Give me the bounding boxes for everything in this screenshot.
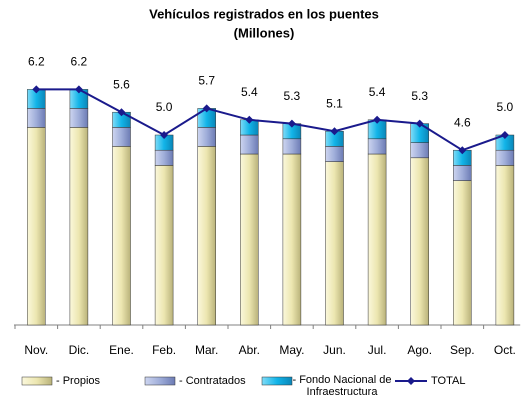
bar-segment	[240, 134, 259, 155]
x-tick-label: Abr.	[239, 343, 260, 357]
bar-segment	[112, 146, 131, 326]
bar-segment	[453, 180, 472, 326]
total-marker	[287, 119, 296, 128]
total-marker	[32, 85, 41, 94]
chart-subtitle: (Millones)	[234, 25, 295, 40]
data-label: 5.4	[241, 85, 258, 99]
total-marker	[202, 104, 211, 113]
total-marker	[500, 131, 509, 139]
total-marker	[74, 85, 83, 94]
total-marker	[415, 119, 424, 128]
legend-label-box: - Fondo Nacional de Infraestructura	[292, 374, 392, 398]
bar-segment	[69, 108, 89, 128]
legend-swatch	[144, 376, 176, 386]
x-tick-label: Nov.	[24, 343, 48, 357]
x-tick-label: Feb.	[152, 343, 176, 357]
data-label: 6.2	[28, 55, 45, 69]
total-marker	[245, 115, 254, 124]
total-marker	[458, 146, 467, 155]
bar-segment	[325, 161, 344, 326]
bar-segment	[282, 153, 302, 326]
bar-segment	[240, 153, 259, 326]
data-label: 5.0	[497, 100, 514, 114]
x-tick-label: Ene.	[109, 343, 134, 357]
bar-segment	[154, 149, 174, 166]
total-marker	[373, 115, 382, 124]
bar-segment	[282, 138, 302, 155]
bar-segment	[197, 146, 216, 326]
x-tick-label: Sep.	[450, 343, 475, 357]
x-tick-label: Mar.	[195, 343, 218, 357]
x-tick-label: Oct.	[494, 343, 516, 357]
bar-segment	[112, 127, 131, 147]
bar-segment	[410, 157, 429, 326]
data-label: 5.1	[326, 96, 343, 110]
data-label: 5.0	[156, 100, 173, 114]
data-label: 5.3	[284, 89, 301, 103]
total-marker	[330, 127, 339, 136]
x-tick-label: May.	[279, 343, 304, 357]
x-tick-label: Jun.	[323, 343, 346, 357]
x-tick-label: Jul.	[368, 343, 387, 357]
x-tick-label: Dic.	[69, 343, 90, 357]
legend-swatch	[261, 376, 293, 386]
data-label: 5.4	[369, 85, 386, 99]
legend-label: TOTAL	[431, 375, 465, 387]
data-label: 6.2	[71, 55, 88, 69]
bar-segment	[453, 165, 472, 181]
bar-segment	[495, 149, 515, 166]
chart-title: Vehículos registrados en los puentes	[149, 6, 379, 21]
legend-marker	[407, 377, 415, 385]
bar-segment	[154, 165, 174, 326]
bar-segment	[27, 108, 46, 128]
data-label: 5.6	[113, 77, 130, 91]
bar-segment	[367, 138, 387, 155]
legend-label: - Propios	[56, 375, 101, 387]
legend-swatch	[21, 376, 53, 386]
legend-label: - Fondo Nacional de Infraestructura	[292, 374, 392, 398]
bar-segment	[325, 146, 344, 162]
total-marker	[160, 131, 169, 139]
x-tick-label: Ago.	[407, 343, 432, 357]
bar-segment	[197, 127, 216, 147]
bar-segment	[495, 165, 515, 326]
bar-segment	[367, 153, 387, 326]
legend-label: - Contratados	[179, 375, 246, 387]
bar-segment	[27, 127, 46, 326]
data-label: 5.7	[198, 74, 215, 88]
bar-segment	[410, 142, 429, 159]
data-label: 4.6	[454, 115, 471, 129]
total-marker	[117, 108, 126, 117]
total-line	[36, 88, 506, 152]
data-label: 5.3	[411, 89, 428, 103]
bar-segment	[69, 127, 89, 326]
